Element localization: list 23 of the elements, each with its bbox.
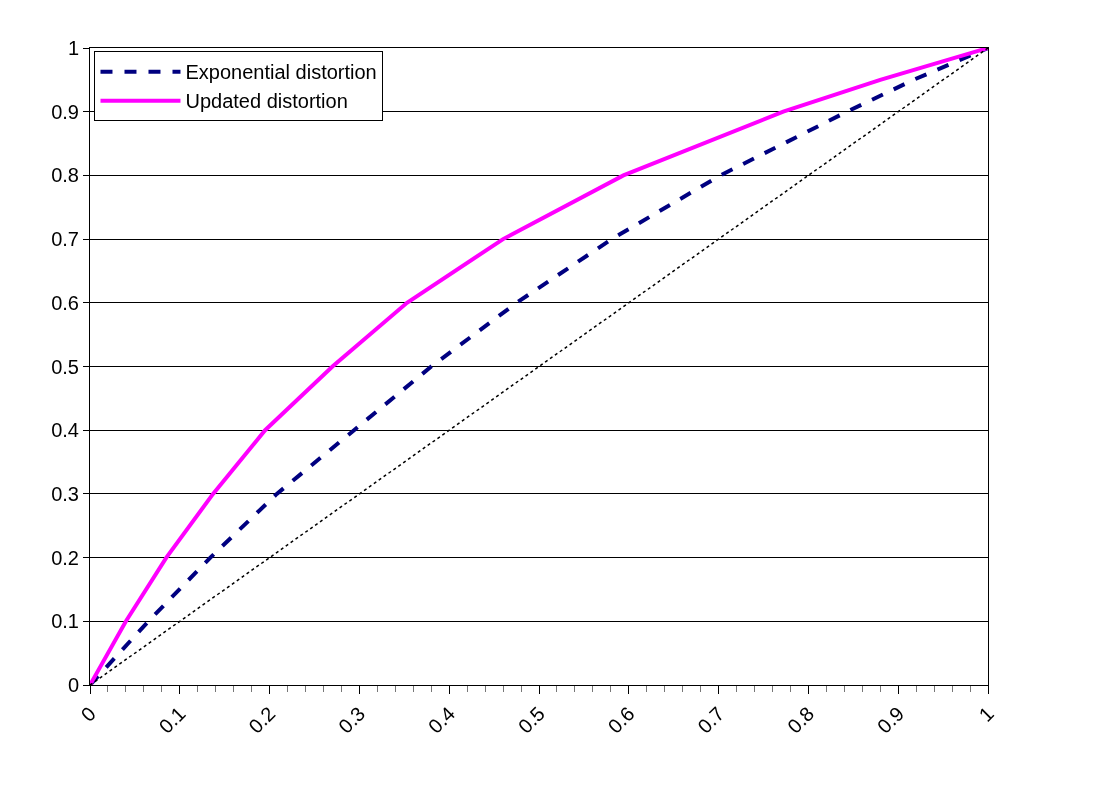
y-tick-label: 0	[67, 674, 79, 696]
x-tick-label: 0.3	[334, 702, 370, 738]
y-tick-label: 0.3	[51, 482, 79, 505]
legend-label: Exponential distortion	[185, 61, 377, 84]
y-tick-label: 0.5	[51, 355, 79, 378]
y-tick-label: 0.9	[51, 100, 79, 123]
x-tick-label: 0.8	[783, 702, 819, 738]
y-tick-label: 0.1	[51, 610, 79, 633]
y-tick-label: 0.4	[51, 419, 79, 442]
x-tick-label: 0.2	[244, 702, 280, 738]
x-tick-label: 0.5	[513, 702, 549, 738]
y-tick-label: 0.2	[51, 546, 79, 569]
y-tick-label: 1	[67, 37, 79, 59]
x-tick-label: 0.9	[872, 702, 909, 738]
legend-label: Updated distortion	[185, 90, 348, 113]
y-tick-label: 0.6	[51, 291, 79, 314]
x-tick-label: 0.6	[603, 702, 639, 738]
x-tick-label: 0.4	[423, 702, 460, 738]
x-tick-label: 0.1	[154, 702, 190, 738]
x-tick-label: 0.7	[693, 702, 729, 738]
x-tick-label: 1	[974, 702, 998, 726]
y-tick-label: 0.8	[51, 164, 79, 187]
y-tick-label: 0.7	[51, 228, 79, 251]
